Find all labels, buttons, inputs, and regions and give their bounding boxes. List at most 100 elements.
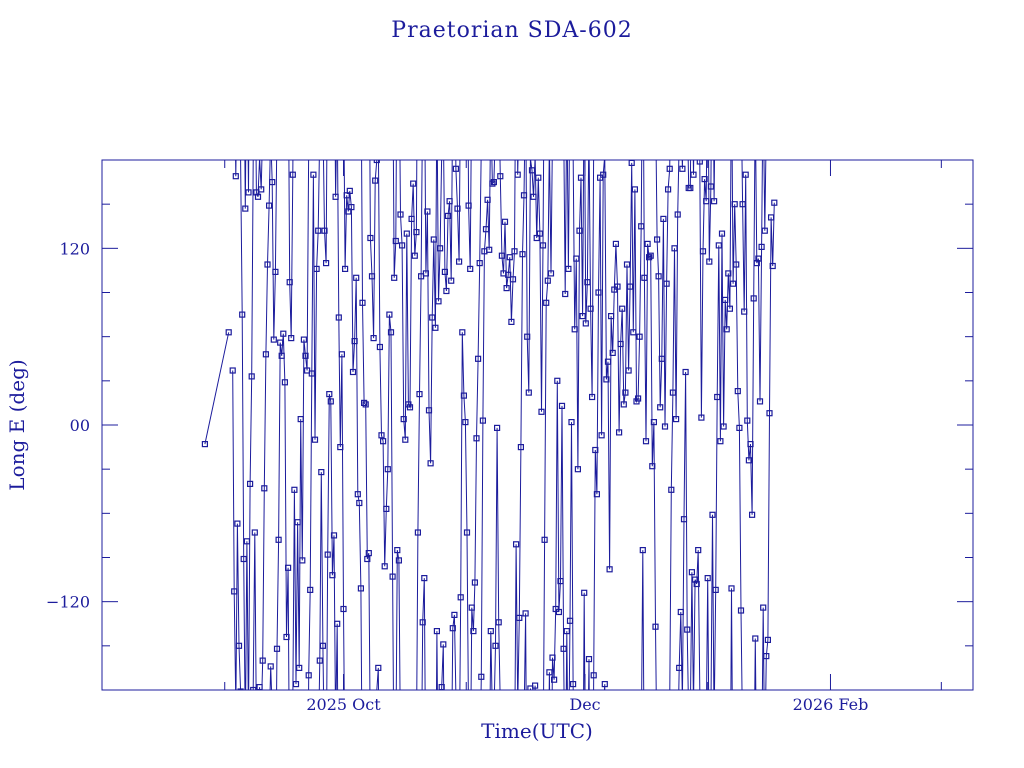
data-point	[619, 305, 626, 312]
data-point	[688, 569, 696, 576]
data-point	[386, 311, 393, 318]
data-point	[373, 160, 380, 164]
data-point	[473, 435, 480, 442]
data-point	[399, 242, 406, 249]
data-point	[752, 635, 759, 642]
data-point	[413, 229, 420, 236]
data-point	[650, 419, 658, 426]
data-point	[427, 460, 434, 467]
data-point	[603, 376, 610, 383]
data-point	[329, 572, 336, 579]
data-point	[690, 171, 697, 178]
data-point	[239, 311, 246, 318]
data-point	[270, 336, 277, 343]
data-point	[319, 642, 326, 649]
data-point	[484, 196, 491, 203]
data-point	[462, 419, 469, 426]
data-point	[546, 669, 553, 676]
data-point	[456, 258, 463, 265]
data-point	[286, 279, 293, 286]
data-point	[498, 252, 505, 259]
data-point	[520, 192, 528, 199]
data-point	[294, 519, 301, 526]
data-point	[769, 262, 776, 270]
data-point	[422, 270, 429, 277]
data-point	[234, 520, 241, 527]
data-point	[642, 438, 650, 445]
data-point	[479, 417, 486, 424]
data-point	[324, 551, 331, 558]
data-point	[736, 424, 743, 431]
data-point	[310, 171, 317, 178]
data-point	[588, 393, 596, 401]
data-point	[562, 290, 569, 298]
data-point	[340, 605, 347, 613]
data-point	[356, 499, 363, 507]
data-point	[600, 171, 607, 178]
data-point	[494, 424, 501, 431]
data-point	[471, 579, 478, 586]
data-point	[247, 480, 254, 487]
data-point	[560, 645, 567, 652]
data-point	[326, 391, 333, 398]
data-point	[699, 248, 707, 255]
data-point	[299, 557, 306, 564]
data-point	[497, 173, 504, 180]
data-point	[348, 204, 355, 211]
data-point	[766, 410, 773, 417]
data-point	[254, 193, 262, 200]
data-point	[272, 268, 279, 275]
data-point	[443, 287, 450, 295]
data-point	[714, 393, 721, 401]
data-point	[593, 491, 601, 498]
data-point	[587, 305, 594, 312]
data-point	[446, 198, 453, 205]
data-point	[465, 202, 472, 209]
data-point	[362, 401, 369, 408]
data-point	[764, 636, 772, 644]
data-point	[467, 265, 474, 272]
data-point	[505, 271, 512, 278]
data-point	[262, 351, 269, 358]
x-tick-label: 2026 Feb	[793, 695, 869, 714]
data-point	[528, 167, 536, 174]
data-point	[663, 280, 670, 287]
data-point	[501, 218, 509, 225]
data-point	[397, 211, 404, 218]
data-point	[558, 402, 566, 409]
data-point	[641, 274, 648, 281]
data-point	[389, 573, 396, 580]
data-point	[342, 265, 349, 272]
data-point	[327, 398, 334, 405]
data-point	[557, 577, 564, 585]
data-point	[261, 485, 268, 492]
data-point	[297, 416, 304, 423]
data-point	[361, 399, 368, 406]
data-point	[441, 268, 448, 275]
data-point	[508, 318, 515, 325]
data-point	[638, 223, 645, 230]
x-tick-label: Dec	[569, 695, 600, 714]
data-point	[311, 436, 319, 443]
data-point	[332, 193, 339, 200]
data-point	[658, 355, 665, 362]
data-point	[519, 251, 526, 258]
data-point	[524, 333, 531, 340]
data-point	[448, 277, 455, 284]
data-point	[612, 240, 620, 247]
data-point	[273, 645, 281, 652]
data-point	[490, 179, 497, 186]
data-point	[701, 176, 708, 183]
data-point	[468, 604, 475, 611]
data-point	[758, 243, 765, 250]
data-point	[706, 258, 713, 265]
data-point	[664, 186, 672, 193]
data-point	[682, 368, 689, 376]
data-point	[755, 255, 762, 262]
data-point	[550, 676, 558, 683]
data-point	[392, 237, 399, 245]
data-point	[463, 529, 471, 536]
data-point	[726, 305, 734, 312]
data-point	[680, 516, 688, 523]
